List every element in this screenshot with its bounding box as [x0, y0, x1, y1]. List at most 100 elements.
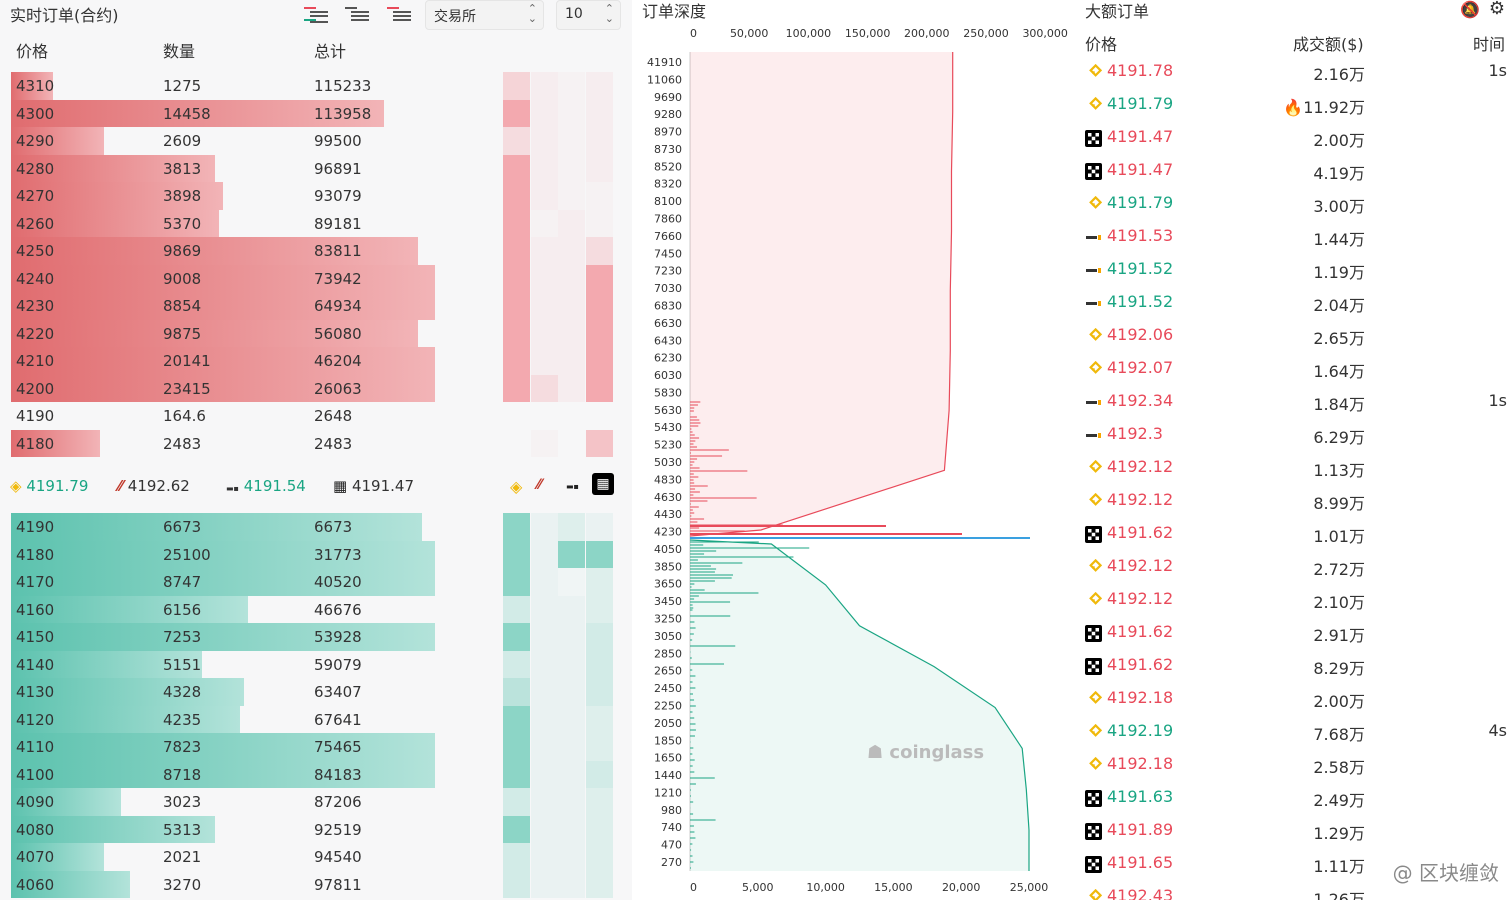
large-order-row[interactable]: 4191.89 1.29万 [1075, 815, 1507, 848]
large-order-row[interactable]: 4192.06 2.65万 [1075, 320, 1507, 353]
okx-icon [1085, 526, 1102, 543]
exchange-price-bybit[interactable]: ▬▪ 4191.54 [226, 477, 306, 495]
bid-total: 97811 [314, 875, 362, 894]
large-order-row[interactable]: 4192.12 8.99万 [1075, 485, 1507, 518]
order-price: 4191.63 [1107, 787, 1174, 806]
large-order-row[interactable]: 4191.47 4.19万 [1075, 155, 1507, 188]
ask-row[interactable]: 4230 8854 64934 [11, 292, 435, 320]
large-order-row[interactable]: 4192.18 2.00万 [1075, 683, 1507, 716]
exchange-price-bitget[interactable]: ⁄⁄ 4192.62 [118, 477, 190, 495]
ask-row[interactable]: 4180 2483 2483 [11, 429, 435, 457]
large-order-row[interactable]: 4191.52 1.19万 [1075, 254, 1507, 287]
price-axis-tick-label: 1850 [654, 734, 682, 747]
bid-row[interactable]: 4090 3023 87206 [11, 788, 435, 816]
exchange-mini-bar [586, 347, 613, 375]
large-order-row[interactable]: 4191.79 3.00万 [1075, 188, 1507, 221]
price-axis-tick-label: 1440 [654, 769, 682, 782]
exchange-mini-bar [531, 788, 558, 816]
bid-row[interactable]: 4150 7253 53928 [11, 623, 435, 651]
bid-row[interactable]: 4170 8747 40520 [11, 568, 435, 596]
mute-bell-icon[interactable]: 🔕 [1460, 0, 1480, 19]
large-order-row[interactable]: 4192.3 6.29万 [1075, 419, 1507, 452]
exchange-mini-bar [558, 788, 585, 816]
bid-row[interactable]: 4190 6673 6673 [11, 513, 435, 541]
bids-view-icon[interactable] [343, 4, 371, 24]
ask-row[interactable]: 4300 14458 113958 [11, 99, 435, 127]
exchange-price-binance[interactable]: ◈ 4191.79 [10, 477, 88, 495]
bid-row[interactable]: 4110 7823 75465 [11, 733, 435, 761]
bid-qty: 2021 [163, 848, 202, 866]
bid-depth-area [690, 540, 1029, 871]
large-order-row[interactable]: 4191.62 8.29万 [1075, 650, 1507, 683]
gear-icon[interactable]: ⚙ [1488, 0, 1505, 19]
bid-row[interactable]: 4160 6156 46676 [11, 595, 435, 623]
exchange-mini-bar [586, 678, 613, 706]
large-order-row[interactable]: 4191.63 2.49万 [1075, 782, 1507, 815]
ask-row[interactable]: 4310 1275 115233 [11, 72, 435, 100]
ask-row[interactable]: 4240 9008 73942 [11, 264, 435, 292]
large-order-row[interactable]: 4191.62 1.01万 [1075, 518, 1507, 551]
bid-row[interactable]: 4060 3270 97811 [11, 870, 435, 898]
order-amount: 1.01万 [1313, 523, 1365, 547]
large-order-row[interactable]: 4192.12 1.13万 [1075, 452, 1507, 485]
large-order-row[interactable]: 4192.19 7.68万 4s [1075, 716, 1507, 749]
exchange-mini-bar [586, 870, 613, 898]
price-axis-tick-label: 4050 [654, 543, 682, 556]
ask-row[interactable]: 4290 2609 99500 [11, 127, 435, 155]
large-order-row[interactable]: 4192.34 1.84万 1s [1075, 386, 1507, 419]
bid-row[interactable]: 4140 5151 59079 [11, 650, 435, 678]
order-amount-value: 1.29万 [1313, 824, 1365, 843]
bitget-logo-icon: ⁄⁄ [537, 477, 542, 493]
large-order-row[interactable]: 4192.12 2.72万 [1075, 551, 1507, 584]
ask-total: 73942 [314, 269, 362, 288]
binance-icon [1085, 558, 1103, 576]
ask-depth-bar [11, 429, 101, 457]
bid-row[interactable]: 4120 4235 67641 [11, 705, 435, 733]
large-order-row[interactable]: 4191.53 1.44万 [1075, 221, 1507, 254]
depth-chart[interactable]: 0 50,000 100,000 150,000 200,000 250,000 300,0… [632, 0, 1075, 900]
bid-row[interactable]: 4180 25100 31773 [11, 540, 435, 568]
ask-row[interactable]: 4200 23415 26063 [11, 374, 435, 402]
large-order-row[interactable]: 4191.62 2.91万 [1075, 617, 1507, 650]
exchange-mini-bar [586, 513, 613, 541]
ask-row[interactable]: 4210 20141 46204 [11, 347, 435, 375]
large-order-row[interactable]: 4191.47 2.00万 [1075, 122, 1507, 155]
large-order-row[interactable]: 4191.78 2.16万 1s [1075, 56, 1507, 89]
large-order-row[interactable]: 4191.79 🔥11.92万 [1075, 89, 1507, 122]
top-axis-tick-label: 300,000 [1022, 27, 1067, 40]
order-price: 4191.65 [1107, 853, 1174, 872]
asks-view-icon[interactable] [385, 4, 413, 24]
large-order-row[interactable]: 4192.07 1.64万 [1075, 353, 1507, 386]
order-amount-value: 1.44万 [1313, 230, 1365, 249]
bid-depth-bar [11, 760, 435, 788]
bid-row[interactable]: 4130 4328 63407 [11, 678, 435, 706]
top-axis-tick-label: 0 [690, 27, 697, 40]
ask-row[interactable]: 4280 3813 96891 [11, 154, 435, 182]
exchange-mini-bar [503, 650, 530, 678]
ask-row[interactable]: 4220 9875 56080 [11, 319, 435, 347]
large-order-row[interactable]: 4192.12 2.10万 [1075, 584, 1507, 617]
order-amount-value: 2.49万 [1313, 791, 1365, 810]
bitget-icon: ⁄⁄ [118, 477, 124, 495]
bid-row[interactable]: 4100 8718 84183 [11, 760, 435, 788]
ask-depth-line [689, 52, 954, 537]
exchange-select[interactable]: 交易所 ⌃ ⌄ [425, 0, 544, 30]
ask-price: 4250 [16, 242, 55, 260]
price-axis-tick-label: 8970 [654, 126, 682, 139]
large-order-row[interactable]: 4192.18 2.58万 [1075, 749, 1507, 782]
price-axis-tick-label: 3450 [654, 595, 682, 608]
bid-row[interactable]: 4070 2021 94540 [11, 843, 435, 871]
ask-row[interactable]: 4260 5370 89181 [11, 209, 435, 237]
bid-qty: 7823 [163, 738, 202, 756]
large-order-row[interactable]: 4192.43 1.26万 [1075, 881, 1507, 900]
ask-row[interactable]: 4190 164.6 2648 [11, 402, 435, 430]
bid-row[interactable]: 4080 5313 92519 [11, 815, 435, 843]
exchange-price-okx[interactable]: ▦ 4191.47 [333, 477, 414, 495]
large-order-row[interactable]: 4191.52 2.04万 [1075, 287, 1507, 320]
large-order-row[interactable]: 4191.65 1.11万 [1075, 848, 1507, 881]
both-sides-view-icon[interactable] [302, 4, 330, 24]
binance-icon [1085, 459, 1103, 477]
ask-row[interactable]: 4270 3898 93079 [11, 182, 435, 210]
ask-row[interactable]: 4250 9869 83811 [11, 237, 435, 265]
depth-level-select[interactable]: 10 ⌃ ⌄ [556, 0, 621, 30]
